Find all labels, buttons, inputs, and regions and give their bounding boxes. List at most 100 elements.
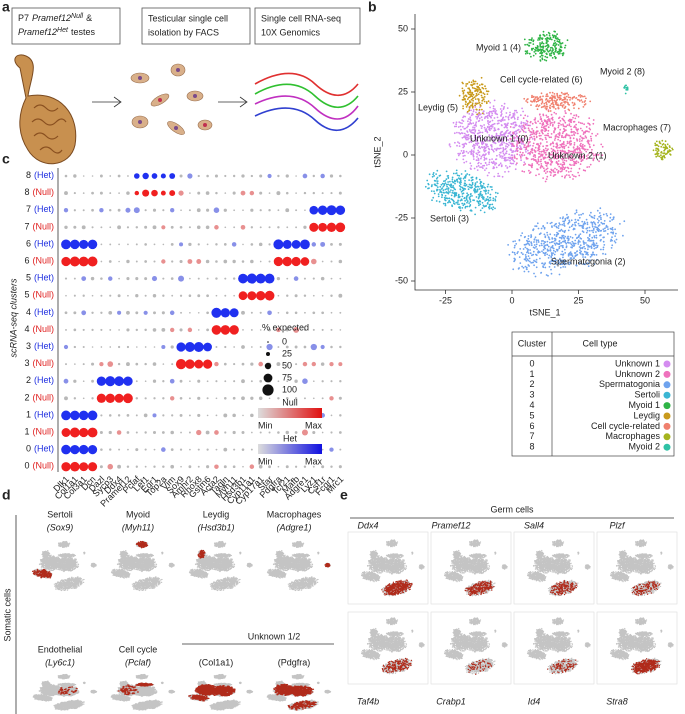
dot: [134, 190, 140, 196]
table-swatch: [663, 402, 671, 410]
points-expressed: [209, 684, 236, 697]
dot: [321, 294, 324, 297]
cluster-points: [424, 169, 499, 216]
dot: [79, 239, 89, 249]
row-label: 1 (Het): [26, 410, 54, 420]
dot: [64, 311, 68, 315]
dot: [241, 174, 245, 178]
dot: [277, 397, 280, 400]
points-expressed: [381, 579, 413, 596]
dot: [188, 242, 192, 247]
dot: [196, 429, 202, 436]
dot: [107, 361, 114, 367]
dot: [338, 293, 343, 298]
dot: [144, 328, 147, 332]
legend-dot: [267, 341, 269, 343]
dot: [179, 242, 184, 247]
dot: [330, 380, 333, 383]
dot: [64, 225, 68, 230]
panel-label: e: [340, 487, 348, 503]
dot: [250, 448, 253, 451]
plot-gene: (Adgre1): [276, 522, 311, 532]
dot: [338, 431, 342, 434]
dot: [250, 413, 254, 418]
dot: [187, 259, 193, 264]
points-expressed: [631, 658, 661, 675]
dot: [338, 362, 343, 367]
dot: [107, 463, 114, 470]
dot: [223, 413, 228, 418]
dot: [321, 431, 324, 434]
cluster-number: 5: [26, 273, 31, 283]
dot: [179, 448, 183, 451]
table-box: [511, 331, 675, 457]
dot: [293, 326, 300, 333]
dot: [171, 294, 174, 297]
dot: [286, 294, 289, 297]
dot: [91, 328, 94, 332]
text: &: [86, 13, 92, 23]
dot: [176, 342, 186, 352]
y-tick-label: -25: [395, 212, 408, 222]
dot: [169, 378, 175, 384]
dot: [126, 414, 130, 417]
table-header: Cluster: [518, 338, 547, 348]
cluster-label: Spermatogonia (2): [551, 256, 626, 266]
dot: [321, 465, 325, 469]
dot: [286, 380, 289, 383]
dot: [246, 273, 257, 284]
dot: [303, 397, 306, 400]
dot: [117, 414, 121, 417]
dot: [135, 397, 139, 400]
mini-tsne: [110, 673, 176, 711]
dot: [329, 447, 334, 452]
points-expressed: [135, 540, 149, 549]
dot: [197, 294, 201, 298]
dot: [276, 276, 281, 281]
cluster-number: 1: [24, 427, 29, 437]
dot: [170, 464, 175, 469]
dot: [73, 225, 77, 229]
dot: [162, 465, 165, 468]
dot: [178, 190, 184, 196]
dot: [259, 209, 262, 212]
superscript: Null: [71, 13, 84, 20]
dot: [153, 465, 156, 468]
cluster-label: Macrophages (7): [603, 122, 671, 132]
dot: [171, 414, 174, 417]
panel-label: c: [2, 151, 10, 167]
dot: [224, 345, 227, 349]
dot: [70, 239, 80, 250]
dot: [91, 397, 94, 400]
dot: [205, 259, 210, 264]
dot: [258, 361, 264, 367]
dot: [197, 243, 200, 246]
row-label: 4 (Het): [26, 307, 54, 317]
dot: [126, 362, 130, 367]
dot: [255, 273, 266, 284]
dot: [266, 343, 273, 351]
dot: [258, 242, 263, 247]
dot: [118, 192, 120, 194]
dot: [295, 363, 298, 366]
cluster-number: 3: [26, 341, 31, 351]
dot: [339, 174, 342, 178]
dot: [135, 243, 138, 246]
table-type: Myoid 2: [628, 442, 660, 452]
dot: [169, 173, 176, 179]
dot: [99, 430, 103, 435]
dot: [206, 397, 209, 400]
dot: [205, 430, 210, 435]
dot: [303, 191, 307, 195]
dot: [317, 205, 328, 215]
mini-tsne: [360, 617, 425, 675]
legend-max: Max: [305, 456, 323, 466]
dot: [224, 431, 227, 434]
dot: [108, 414, 112, 417]
dot: [338, 191, 342, 195]
dot: [152, 328, 157, 332]
table-swatch: [663, 422, 671, 430]
dot: [197, 396, 201, 400]
points-expressed: [31, 568, 53, 579]
table-swatch: [663, 443, 671, 451]
